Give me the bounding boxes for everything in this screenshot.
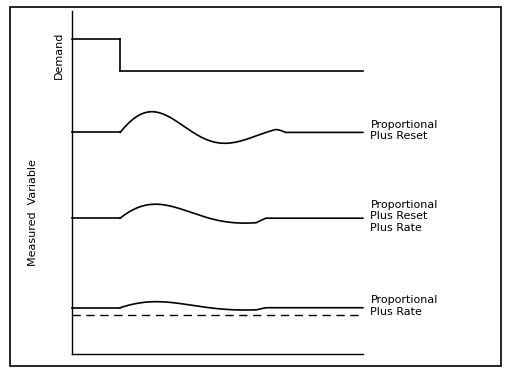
Text: Proportional
Plus Reset
Plus Rate: Proportional Plus Reset Plus Rate [370,200,438,233]
Text: Proportional
Plus Rate: Proportional Plus Rate [370,295,438,317]
Text: Proportional
Plus Reset: Proportional Plus Reset [370,120,438,141]
Text: Demand: Demand [54,31,64,79]
Text: Measured  Variable: Measured Variable [28,159,38,266]
